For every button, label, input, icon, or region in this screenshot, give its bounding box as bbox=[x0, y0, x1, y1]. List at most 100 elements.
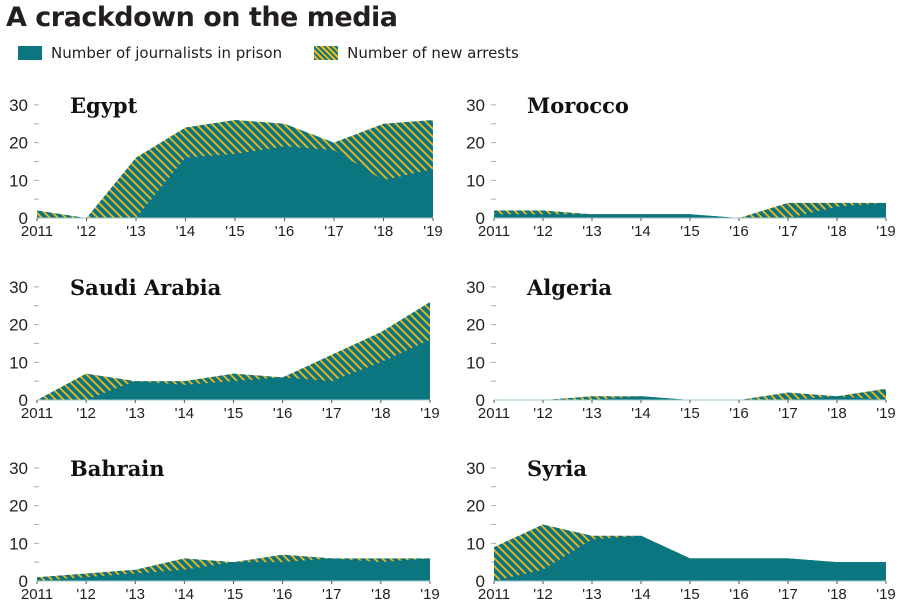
y-tick-label: 10 bbox=[9, 171, 28, 190]
area-new-arrests bbox=[37, 301, 430, 400]
x-tick-label: '18 bbox=[371, 405, 391, 422]
x-tick-label: '16 bbox=[273, 405, 293, 422]
y-tick-label: 20 bbox=[9, 316, 28, 335]
x-tick-label: '12 bbox=[76, 586, 96, 603]
y-tick-label: 30 bbox=[466, 278, 485, 297]
y-tick-label: 0 bbox=[19, 572, 28, 591]
x-tick-label: 2011 bbox=[21, 405, 53, 422]
x-tick-label: 2011 bbox=[478, 586, 510, 603]
y-tick-label: 20 bbox=[466, 134, 485, 153]
y-tick-label: 30 bbox=[466, 459, 485, 478]
panel-saudi-arabia: 0 10 20 30 2011 '12 '13 '14 '15 '16 '17 '18 '19 Saudi… bbox=[9, 275, 440, 422]
x-tick-label: '14 bbox=[631, 223, 651, 240]
x-tick-label: '15 bbox=[680, 586, 700, 603]
legend-label-arrests: Number of new arrests bbox=[347, 44, 519, 62]
chart-title: A crackdown on the media bbox=[6, 2, 398, 33]
x-tick-label: '15 bbox=[225, 223, 245, 240]
x-tick-label: '17 bbox=[322, 405, 342, 422]
x-tick-label: '12 bbox=[533, 405, 553, 422]
x-tick-label: '15 bbox=[680, 223, 700, 240]
y-tick-label: 20 bbox=[9, 134, 28, 153]
y-tick-label: 20 bbox=[9, 497, 28, 516]
y-tick-label: 20 bbox=[466, 497, 485, 516]
y-tick-label: 20 bbox=[466, 316, 485, 335]
x-tick-label: '14 bbox=[175, 405, 195, 422]
y-tick-label: 10 bbox=[9, 353, 28, 372]
y-tick-label: 10 bbox=[9, 534, 28, 553]
panel-title: Syria bbox=[527, 456, 587, 481]
y-tick-label: 30 bbox=[9, 278, 28, 297]
panel-morocco: 0 10 20 30 2011 '12 '13 '14 '15 '16 '17 '18 '19 Moroc… bbox=[466, 93, 896, 240]
x-tick-label: '18 bbox=[374, 223, 394, 240]
legend-swatch-prison bbox=[18, 46, 42, 60]
x-tick-label: 2011 bbox=[21, 223, 53, 240]
x-tick-label: '12 bbox=[76, 405, 96, 422]
x-tick-label: '15 bbox=[224, 405, 244, 422]
panel-algeria: 0 10 20 30 2011 '12 '13 '14 '15 '16 '17 '18 '19 Alger… bbox=[466, 275, 896, 422]
panel-title: Saudi Arabia bbox=[70, 275, 222, 300]
panel-title: Bahrain bbox=[70, 456, 165, 481]
x-tick-label: 2011 bbox=[478, 405, 510, 422]
x-tick-label: '14 bbox=[176, 223, 196, 240]
y-tick-label: 0 bbox=[19, 391, 28, 410]
panel-title: Egypt bbox=[70, 93, 138, 118]
x-tick-label: '19 bbox=[876, 586, 896, 603]
x-tick-label: '13 bbox=[126, 223, 146, 240]
legend-item-arrests: Number of new arrests bbox=[314, 44, 519, 62]
legend: Number of journalists in prison Number o… bbox=[18, 44, 551, 62]
x-tick-label: '19 bbox=[420, 586, 440, 603]
x-tick-label: '18 bbox=[827, 223, 847, 240]
y-tick-label: 0 bbox=[19, 209, 28, 228]
x-tick-label: '13 bbox=[125, 405, 145, 422]
y-tick-label: 30 bbox=[9, 96, 28, 115]
y-tick-label: 10 bbox=[466, 171, 485, 190]
y-tick-label: 0 bbox=[476, 209, 485, 228]
x-tick-label: '13 bbox=[125, 586, 145, 603]
x-tick-label: '15 bbox=[224, 586, 244, 603]
legend-item-prison: Number of journalists in prison bbox=[18, 44, 282, 62]
legend-swatch-arrests bbox=[314, 46, 339, 60]
x-tick-label: '14 bbox=[631, 405, 651, 422]
x-tick-label: 2011 bbox=[21, 586, 53, 603]
x-tick-label: '19 bbox=[876, 223, 896, 240]
x-tick-label: '13 bbox=[582, 405, 602, 422]
panel-title: Morocco bbox=[527, 93, 629, 118]
legend-label-prison: Number of journalists in prison bbox=[51, 44, 283, 62]
panel-bahrain: 0 10 20 30 2011 '12 '13 '14 '15 '16 '17 '18 '19 Bahra… bbox=[9, 456, 440, 603]
area-journalists-in-prison bbox=[37, 558, 430, 581]
x-tick-label: '14 bbox=[175, 586, 195, 603]
y-tick-label: 30 bbox=[466, 96, 485, 115]
area-journalists-in-prison bbox=[494, 535, 886, 581]
x-tick-label: '16 bbox=[273, 586, 293, 603]
x-tick-label: '17 bbox=[778, 586, 798, 603]
x-tick-label: '19 bbox=[420, 405, 440, 422]
x-tick-label: '13 bbox=[582, 223, 602, 240]
y-tick-label: 30 bbox=[9, 459, 28, 478]
x-tick-label: '17 bbox=[324, 223, 344, 240]
y-tick-label: 0 bbox=[476, 572, 485, 591]
x-tick-label: '16 bbox=[275, 223, 295, 240]
x-tick-label: '16 bbox=[729, 586, 749, 603]
x-tick-label: '18 bbox=[827, 405, 847, 422]
y-tick-label: 0 bbox=[476, 391, 485, 410]
x-tick-label: '13 bbox=[582, 586, 602, 603]
area-journalists-in-prison bbox=[494, 202, 886, 218]
area-journalists-in-prison bbox=[37, 339, 430, 400]
x-tick-label: '18 bbox=[371, 586, 391, 603]
x-tick-label: '12 bbox=[77, 223, 97, 240]
x-tick-label: '15 bbox=[680, 405, 700, 422]
x-tick-label: '19 bbox=[423, 223, 443, 240]
panel-egypt: 0 10 20 30 2011 '12 '13 '14 '15 '16 '17 '18 '19 Egypt bbox=[9, 93, 443, 240]
panel-title: Algeria bbox=[526, 275, 612, 300]
x-tick-label: '17 bbox=[778, 223, 798, 240]
x-tick-label: '18 bbox=[827, 586, 847, 603]
area-journalists-in-prison bbox=[37, 146, 433, 218]
x-tick-label: '16 bbox=[729, 405, 749, 422]
area-new-arrests bbox=[494, 388, 886, 400]
panel-syria: 0 10 20 30 2011 '12 '13 '14 '15 '16 '17 '18 '19 Syria bbox=[466, 456, 896, 603]
x-tick-label: '14 bbox=[631, 586, 651, 603]
x-tick-label: '19 bbox=[876, 405, 896, 422]
y-tick-label: 10 bbox=[466, 353, 485, 372]
y-tick-label: 10 bbox=[466, 534, 485, 553]
